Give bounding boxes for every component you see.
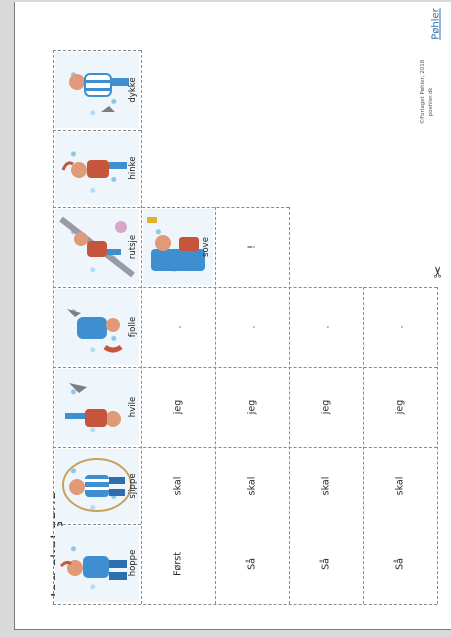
cut-line (53, 287, 437, 288)
website-text: poehler.dk (428, 87, 434, 117)
sentence-word: Så (394, 558, 406, 570)
sentence-word: . (394, 325, 406, 329)
sentence-word: skal (394, 476, 406, 496)
sentence-word: skal (246, 476, 258, 496)
cut-line (215, 207, 216, 604)
cut-line (53, 50, 141, 51)
picture-dykke (55, 52, 139, 128)
sentence-word: jeg (394, 399, 406, 415)
child-resting-illustration (65, 383, 121, 427)
sentence-word: . (320, 325, 332, 329)
cut-line (53, 604, 437, 605)
picture-sove (143, 209, 213, 285)
child-skipping-rope-illustration (62, 458, 132, 512)
sentence-word: . (172, 325, 184, 329)
cut-line (289, 207, 290, 604)
picture-rutsje (55, 209, 139, 285)
sentence-word: Så (246, 558, 258, 570)
picture-label: hvile (128, 396, 138, 418)
child-sleeping-illustration (147, 217, 205, 271)
picture-label: hinke (128, 156, 138, 180)
worksheet-page: Jeg skal sove hoppe sjippe (14, 2, 451, 630)
picture-label: sove (201, 237, 211, 257)
picture-sjippe (55, 449, 139, 522)
publisher-logo: Pøhler (430, 8, 442, 40)
child-jumping-illustration (59, 556, 127, 580)
sentence-word: jeg (246, 399, 258, 415)
picture-label: dykke (128, 77, 138, 103)
scissors-icon: ✂ (429, 265, 447, 279)
sentence-word: skal (172, 476, 184, 496)
cut-line (53, 50, 54, 604)
sentence-word: Først (172, 552, 184, 576)
sentence-word: skal (320, 476, 332, 496)
picture-hoppe (55, 526, 139, 602)
child-fooling-around-illustration (67, 309, 123, 353)
sentence-word: . (246, 325, 258, 329)
child-diving-illustration (69, 73, 129, 112)
picture-label: rutsje (128, 234, 138, 260)
sentence-word: jeg (320, 399, 332, 415)
cut-line (53, 207, 289, 208)
sentence-word: jeg (172, 399, 184, 415)
picture-hvile (55, 369, 139, 445)
copyright-text: ©Forlaget Pøhler, 2018 (420, 59, 426, 125)
cut-line (363, 287, 364, 604)
cut-line (141, 50, 142, 604)
sentence-word: Så (320, 558, 332, 570)
cut-line (437, 287, 438, 604)
picture-hinke (55, 132, 139, 205)
picture-fjolle (55, 289, 139, 365)
child-hopscotch-illustration (61, 160, 127, 178)
cut-line (53, 130, 141, 131)
cut-line (53, 367, 437, 368)
picture-label: sjippe (128, 473, 138, 499)
sentence-end-mark: ! (246, 245, 258, 249)
cut-line (53, 447, 437, 448)
cut-line (53, 524, 141, 525)
child-sliding-illustration (59, 216, 135, 278)
picture-label: hoppe (128, 549, 138, 577)
picture-label: fjolle (128, 316, 138, 338)
